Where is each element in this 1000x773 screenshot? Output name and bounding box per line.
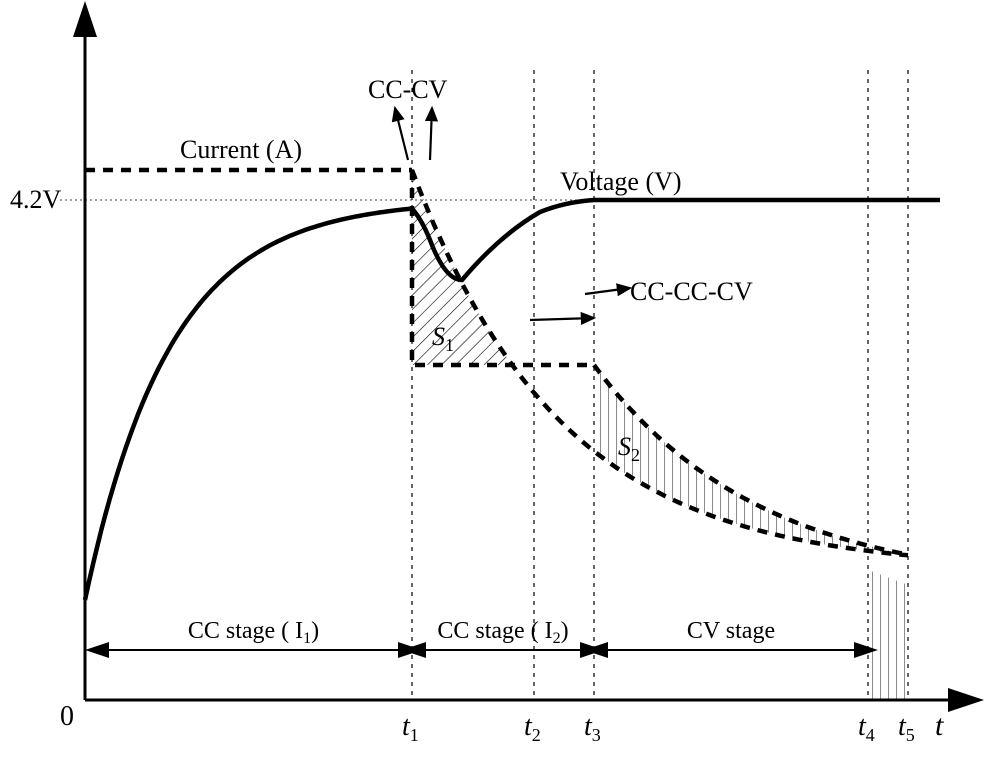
tick-t5: t5	[898, 711, 915, 745]
label-stage-cc-i1: CC stage ( I1)	[188, 618, 319, 647]
tick-t4: t4	[858, 711, 875, 745]
y-axis-4-2v-label: 4.2V	[10, 185, 62, 214]
label-stage-cv: CV stage	[687, 618, 775, 644]
chart-labels: 4.2V 0 t Current (A) Voltage (V) CC-CV CC-CC-C…	[10, 75, 944, 745]
tick-t1: t1	[402, 711, 419, 745]
charging-curve-chart: 4.2V 0 t Current (A) Voltage (V) CC-CV CC-CC-C…	[0, 0, 1000, 773]
label-voltage: Voltage (V)	[560, 167, 682, 196]
label-stage-cc-i2: CC stage ( I2)	[437, 618, 568, 647]
label-cc-cc-cv: CC-CC-CV	[630, 277, 753, 306]
label-current: Current (A)	[180, 135, 302, 164]
label-cc-cv: CC-CV	[368, 75, 448, 104]
origin-label: 0	[60, 701, 74, 732]
time-guides	[412, 70, 908, 700]
tick-t3: t3	[584, 711, 601, 745]
hatched-t4-t5	[868, 570, 908, 700]
hatched-region-s2	[594, 365, 908, 555]
tick-t2: t2	[524, 711, 541, 745]
x-axis-var: t	[935, 709, 944, 742]
